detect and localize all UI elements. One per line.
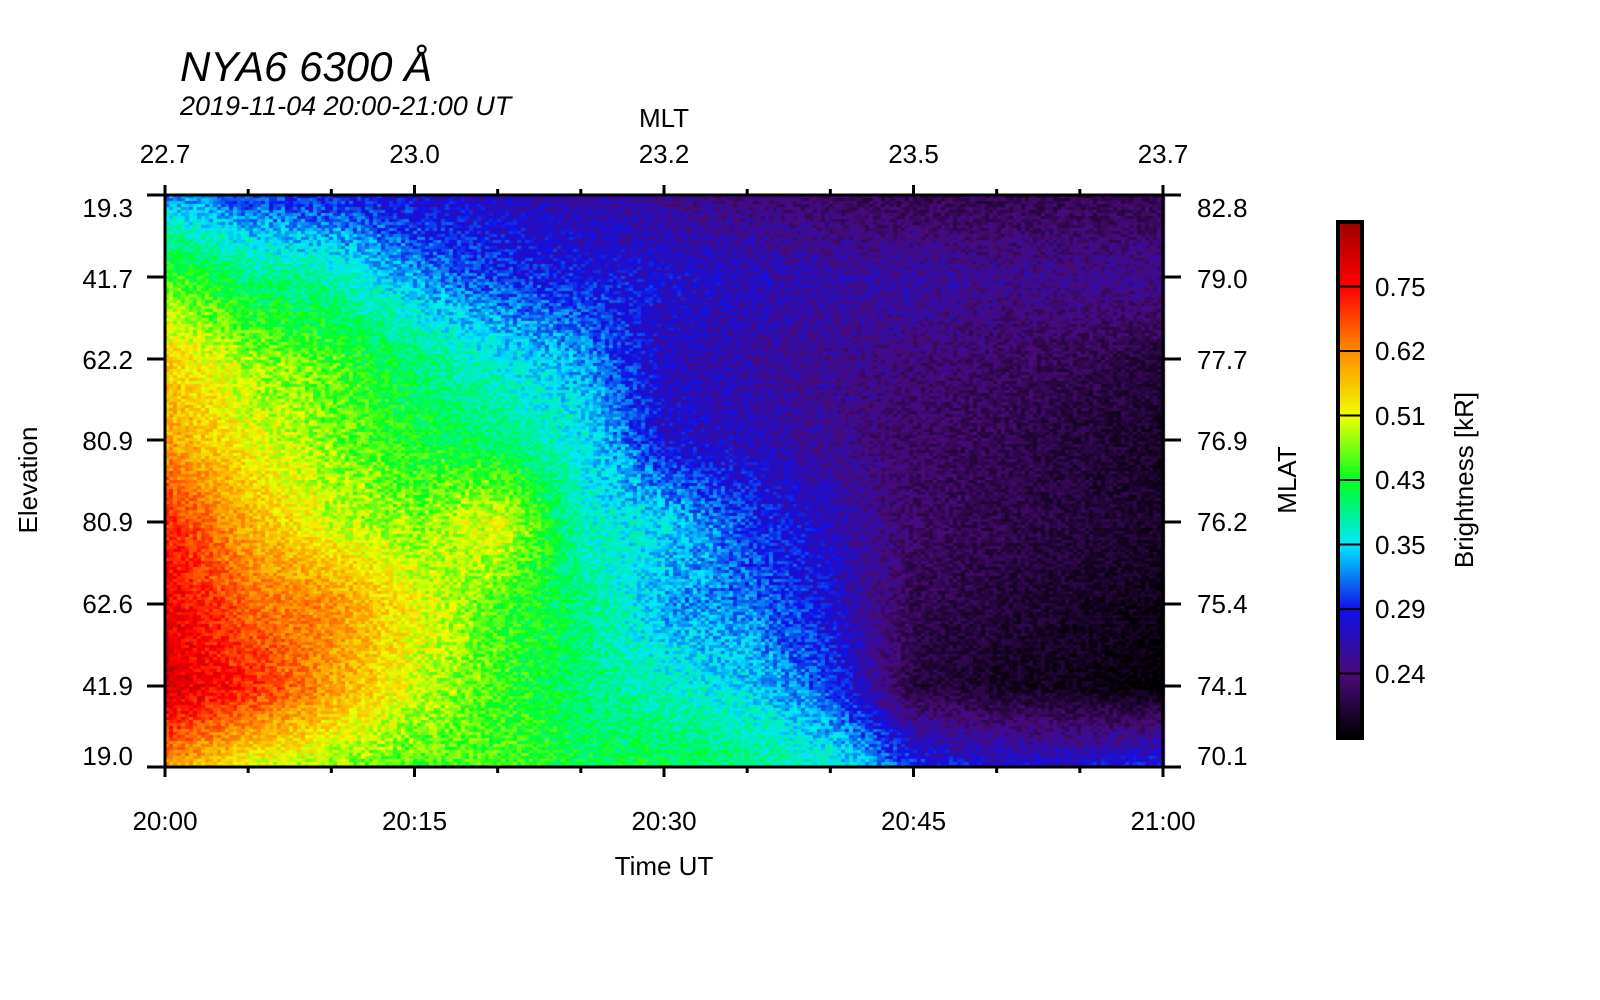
y-tick-label: 80.9 — [82, 426, 133, 456]
colorbar-tick-label: 0.43 — [1375, 465, 1426, 495]
chart-title: NYA6 6300 Å — [180, 43, 433, 90]
colorbar-tick-label: 0.29 — [1375, 594, 1426, 624]
top-tick-label: 22.7 — [139, 139, 191, 169]
x-axis-label: Time UT — [614, 851, 714, 881]
y-tick-label: 41.9 — [82, 671, 133, 701]
y-tick-label: 19.0 — [82, 741, 133, 771]
x-tick-label: 20:15 — [381, 806, 448, 836]
top-axis-label: MLT — [638, 103, 690, 133]
colorbar-label: Brightness [kR] — [1449, 391, 1479, 569]
right-tick-label: 74.1 — [1197, 671, 1248, 701]
right-tick-label: 70.1 — [1197, 741, 1248, 771]
colorbar-tick-label: 0.75 — [1375, 271, 1426, 302]
colorbar-tick-label: 0.62 — [1375, 336, 1426, 366]
right-tick-label: 82.8 — [1197, 193, 1248, 223]
y-tick-label: 80.9 — [82, 507, 133, 537]
y-tick-label: 62.2 — [82, 345, 133, 375]
top-tick-label: 23.2 — [638, 139, 690, 169]
x-tick-label: 20:30 — [631, 806, 697, 836]
colorbar-tick-label: 0.51 — [1375, 400, 1426, 431]
top-tick-label: 23.7 — [1137, 139, 1189, 169]
y-axis-label: Elevation — [13, 426, 43, 534]
colorbar-tick-label: 0.35 — [1375, 529, 1426, 560]
chart-subtitle: 2019-11-04 20:00-21:00 UT — [180, 91, 512, 121]
right-tick-label: 75.4 — [1197, 589, 1248, 619]
x-tick-label: 20:45 — [880, 806, 947, 836]
top-tick-label: 23.5 — [888, 139, 939, 169]
y-tick-label: 62.6 — [82, 589, 133, 619]
colorbar-tick-label: 0.24 — [1375, 658, 1426, 689]
right-tick-label: 76.9 — [1197, 426, 1248, 456]
right-tick-label: 77.7 — [1197, 345, 1248, 375]
x-tick-label: 20:00 — [132, 806, 198, 836]
y-tick-label: 19.3 — [82, 193, 133, 223]
right-tick-label: 79.0 — [1197, 264, 1248, 294]
x-tick-label: 21:00 — [1130, 806, 1196, 836]
y-tick-label: 41.7 — [82, 264, 133, 294]
top-tick-label: 23.0 — [389, 139, 440, 169]
right-tick-label: 76.2 — [1197, 507, 1248, 537]
right-axis-label: MLAT — [1272, 446, 1302, 514]
